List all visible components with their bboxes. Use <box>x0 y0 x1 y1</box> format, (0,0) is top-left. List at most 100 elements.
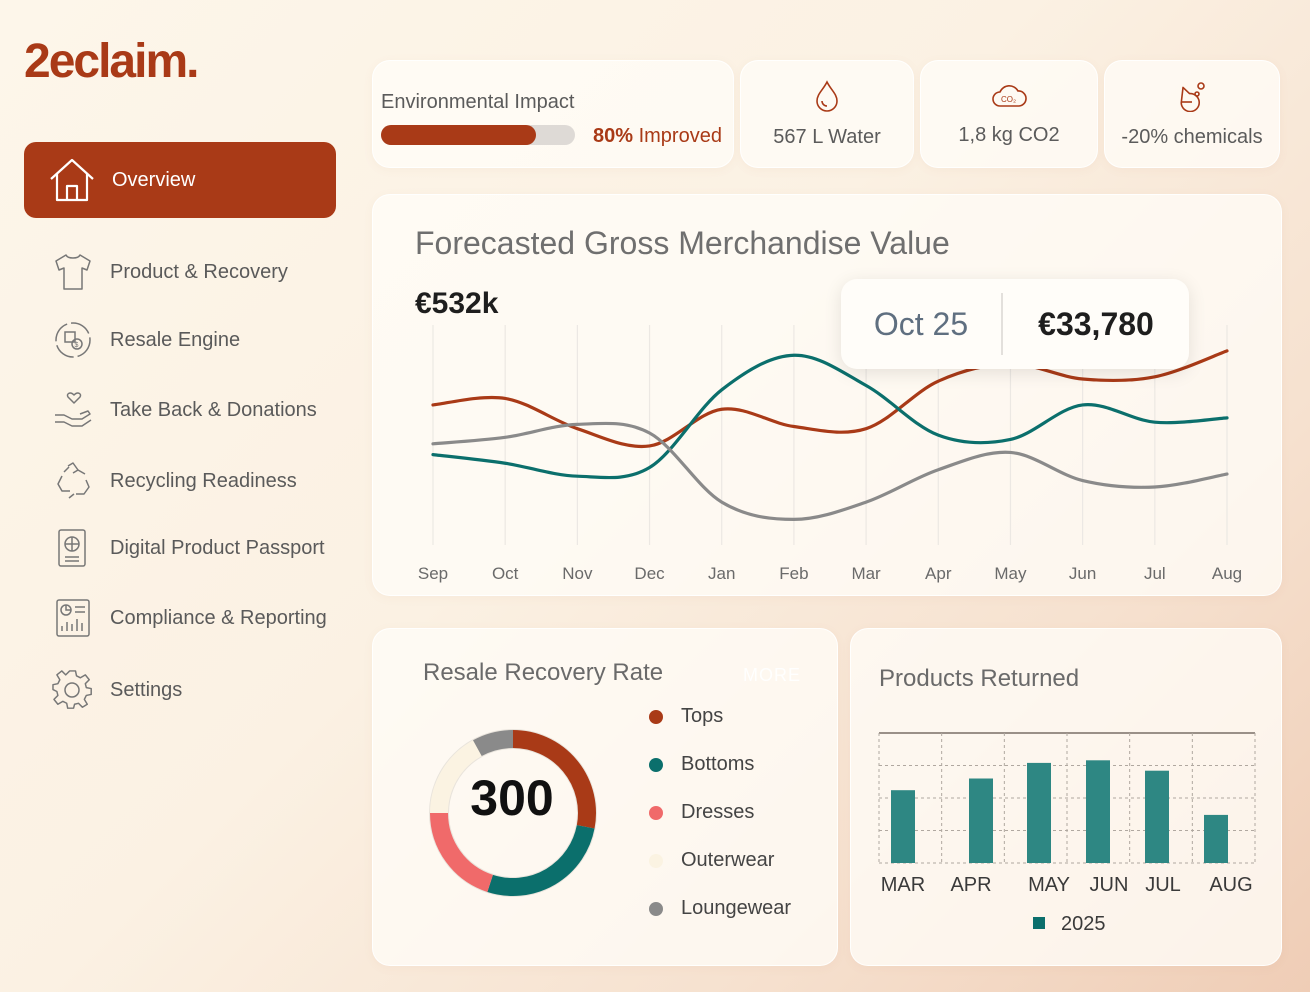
bar-grid <box>878 732 1256 864</box>
svg-text:CO₂: CO₂ <box>1001 95 1016 104</box>
flask-icon <box>1175 80 1209 118</box>
tooltip-divider <box>1001 293 1003 355</box>
bar-apr <box>969 778 993 863</box>
resale-cycle-icon: $ <box>50 317 96 363</box>
x-tick-label: Jun <box>1069 564 1096 583</box>
svg-text:$: $ <box>75 342 79 349</box>
x-tick-label: JUL <box>1145 874 1181 896</box>
x-tick-label: MAR <box>881 874 925 896</box>
report-icon <box>50 595 96 641</box>
hand-heart-icon <box>50 387 96 433</box>
chemicals-stat-value: -20% chemicals <box>1121 125 1263 148</box>
donut-slice-bottoms <box>487 824 595 896</box>
x-tick-label: MAY <box>1028 874 1070 896</box>
x-tick-label: AUG <box>1209 874 1252 896</box>
legend-label: Bottoms <box>681 753 755 775</box>
gmv-chart-title: Forecasted Gross Merchandise Value <box>415 225 950 261</box>
x-tick-label: JUN <box>1090 874 1129 896</box>
gmv-series-line-0 <box>431 349 1229 449</box>
bar-aug <box>1204 814 1228 863</box>
co2-stat-value: 1,8 kg CO2 <box>958 123 1060 146</box>
more-link[interactable]: MORE <box>743 665 801 685</box>
legend-dot <box>649 805 663 820</box>
gmv-chart-card: Forecasted Gross Merchandise Value €532k… <box>372 194 1282 596</box>
sidebar-item-take-back-donations[interactable]: Take Back & Donations <box>24 380 336 440</box>
x-tick-label: Feb <box>779 564 808 583</box>
x-tick-label: Dec <box>634 564 665 583</box>
legend-item-tops: Tops <box>649 705 723 728</box>
sidebar-item-label: Settings <box>110 678 183 701</box>
gear-icon <box>50 667 96 713</box>
returned-bar-chart: MAR APR MAY JUN JUL AUG 2025 <box>878 732 1256 935</box>
gmv-tooltip: Oct 25 €33,780 <box>841 279 1189 369</box>
x-tick-label: APR <box>950 874 991 896</box>
sidebar-item-label: Take Back & Donations <box>110 398 317 421</box>
legend-dot <box>649 853 663 868</box>
sidebar-item-compliance-reporting[interactable]: Compliance & Reporting <box>24 588 336 648</box>
x-tick-label: Sep <box>418 564 448 583</box>
water-stat-value: 567 L Water <box>773 125 881 148</box>
x-tick-label: Apr <box>925 564 952 583</box>
impact-progress-fill <box>381 125 537 145</box>
sidebar-item-label: Resale Engine <box>110 328 241 351</box>
x-tick-label: May <box>994 564 1027 583</box>
x-tick-label: Nov <box>562 564 593 583</box>
tshirt-icon <box>50 249 96 295</box>
donut-slice-outerwear <box>430 740 482 814</box>
x-tick-label: Mar <box>851 564 881 583</box>
resale-card-title: Resale Recovery Rate <box>423 659 664 686</box>
impact-percent-suffix: Improved <box>638 125 722 147</box>
legend-label: 2025 <box>1061 913 1106 935</box>
bar-may <box>1027 762 1051 863</box>
legend-dot <box>649 757 663 772</box>
gmv-series-line-2 <box>431 421 1229 522</box>
bar-mar <box>891 790 915 863</box>
legend-dot <box>649 901 663 916</box>
sidebar-item-product-recovery[interactable]: Product & Recovery <box>24 242 336 302</box>
sidebar-item-resale-engine[interactable]: $ Resale Engine <box>24 310 336 370</box>
impact-label: Environmental Impact <box>381 91 575 113</box>
gmv-line-chart: Sep Oct Nov Dec Jan Feb Mar Apr May Jun Jul Aug <box>418 325 1242 583</box>
legend-item-bottoms: Bottoms <box>649 753 754 776</box>
home-icon <box>46 154 98 206</box>
products-returned-card: Products Returned MAR APR MAY JUN JUL AUG 2025 <box>850 628 1282 966</box>
sidebar-item-label: Compliance & Reporting <box>110 606 327 629</box>
donut-slice-loungewear <box>473 730 514 757</box>
impact-progress-bar <box>381 125 575 145</box>
sidebar-item-recycling-readiness[interactable]: Recycling Readiness <box>24 451 336 511</box>
x-tick-label: Aug <box>1212 564 1242 583</box>
legend-dot <box>649 709 663 724</box>
impact-percent-value: 80% <box>593 125 634 147</box>
co2-cloud-icon: CO₂ <box>991 82 1027 116</box>
legend-label: Tops <box>681 705 724 727</box>
legend-item-dresses: Dresses <box>649 801 754 824</box>
environmental-impact-card: Environmental Impact 80% Improved <box>372 60 734 168</box>
gmv-series-line-1 <box>431 353 1229 480</box>
sidebar-item-label: Overview <box>112 168 196 191</box>
sidebar-item-settings[interactable]: Settings <box>24 660 336 720</box>
water-stat-card: 567 L Water <box>740 60 914 168</box>
legend-swatch <box>1033 917 1045 929</box>
bar-jul <box>1145 770 1169 863</box>
passport-icon <box>50 525 96 571</box>
donut-slice-dresses <box>430 812 494 892</box>
tooltip-value: €33,780 <box>1038 305 1154 342</box>
legend-label: Dresses <box>681 801 755 823</box>
bar-jun <box>1086 760 1110 863</box>
recycle-icon <box>50 458 96 504</box>
donut-center-value: 300 <box>470 770 554 826</box>
water-drop-icon <box>813 79 841 118</box>
sidebar-item-overview[interactable]: Overview <box>24 142 336 218</box>
sidebar-item-label: Recycling Readiness <box>110 469 297 492</box>
resale-recovery-card: Resale Recovery Rate MORE 300 Tops Bottom… <box>372 628 838 966</box>
tooltip-date: Oct 25 <box>873 305 969 342</box>
resale-donut-chart <box>429 729 597 897</box>
x-tick-label: Oct <box>492 564 519 583</box>
impact-percent: 80% Improved <box>593 125 722 148</box>
sidebar-item-digital-product-passport[interactable]: Digital Product Passport <box>24 518 336 578</box>
gmv-total-value: €532k <box>415 287 499 320</box>
returned-card-title: Products Returned <box>879 665 1080 692</box>
chemicals-stat-card: -20% chemicals <box>1104 60 1280 168</box>
co2-stat-card: CO₂ 1,8 kg CO2 <box>920 60 1098 168</box>
brand-logo: 2eclaim. <box>24 35 199 88</box>
